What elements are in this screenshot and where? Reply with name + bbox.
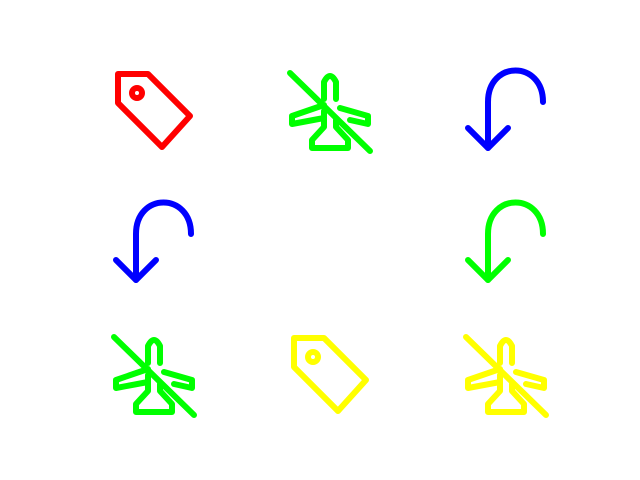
grid-cell-undo-arrow-icon xyxy=(458,62,554,158)
undo-arrow-icon xyxy=(465,67,546,151)
airplane-off-icon xyxy=(287,70,373,154)
grid-cell-tag-icon xyxy=(106,62,202,158)
grid-cell-airplane-off-icon xyxy=(282,62,378,158)
empty-cell xyxy=(282,194,378,290)
grid-cell-airplane-off-icon xyxy=(458,326,554,422)
undo-arrow-icon xyxy=(113,199,194,283)
tag-icon xyxy=(291,335,369,414)
airplane-off-icon xyxy=(111,334,197,418)
grid-cell-undo-arrow-icon xyxy=(106,194,202,290)
grid-cell-airplane-off-icon xyxy=(106,326,202,422)
grid-cell-undo-arrow-icon xyxy=(458,194,554,290)
airplane-off-icon xyxy=(463,334,549,418)
undo-arrow-icon xyxy=(465,199,546,283)
tag-icon xyxy=(115,71,193,150)
grid-cell-tag-icon xyxy=(282,326,378,422)
